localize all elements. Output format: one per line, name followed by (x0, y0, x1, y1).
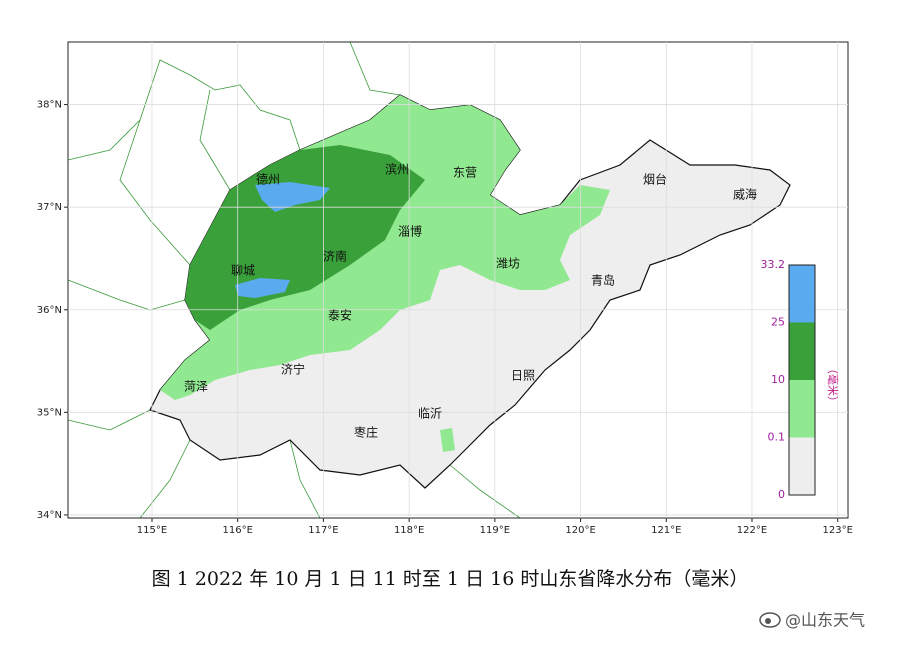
lat-label: 35°N (37, 407, 62, 418)
city-label: 枣庄 (354, 425, 378, 440)
city-label: 青岛 (591, 273, 615, 288)
legend: 33.2 25 10 0.1 0 （毫米） (761, 258, 841, 501)
legend-swatch (789, 322, 815, 380)
rain-heavy (255, 182, 330, 212)
lat-label: 37°N (37, 202, 62, 213)
lon-label: 121°E (651, 525, 681, 536)
lon-label: 117°E (308, 525, 338, 536)
neighbor-borders (67, 41, 521, 519)
legend-swatch (789, 437, 815, 495)
legend-tick-label: 33.2 (761, 258, 786, 271)
legend-tick-label: 0.1 (768, 431, 786, 444)
legend-tick-label: 10 (771, 373, 785, 386)
city-label: 德州 (256, 172, 280, 187)
rain-light (440, 428, 455, 452)
lon-label: 123°E (823, 525, 853, 536)
lon-label: 115°E (137, 525, 167, 536)
city-label: 淄博 (398, 224, 422, 239)
lon-label: 122°E (737, 525, 767, 536)
weibo-icon (759, 612, 781, 628)
city-label: 聊城 (231, 264, 255, 278)
lon-label: 116°E (223, 525, 253, 536)
lat-label: 34°N (37, 510, 62, 521)
city-label: 济宁 (281, 362, 305, 377)
legend-tick-label: 0 (778, 488, 785, 501)
rain-heavy (235, 278, 290, 298)
legend-title: （毫米） (826, 363, 840, 407)
legend-frame (788, 264, 816, 496)
caption: 图 1 2022 年 10 月 1 日 11 时至 1 日 16 时山东省降水分… (152, 568, 749, 590)
graticule: 38°N 37°N 36°N 35°N 34°N 115°E 116°E 117°E 118°E… (37, 42, 853, 536)
legend-swatch (789, 265, 815, 323)
watermark: @山东天气 (785, 611, 865, 630)
city-label: 日照 (511, 369, 535, 383)
lon-label: 120°E (565, 525, 595, 536)
city-label: 烟台 (643, 172, 667, 187)
city-label: 东营 (453, 166, 477, 180)
lon-label: 118°E (394, 525, 424, 536)
city-label: 威海 (733, 187, 757, 202)
city-label: 菏泽 (184, 380, 208, 394)
city-label: 济南 (323, 249, 347, 264)
city-label: 泰安 (328, 308, 352, 323)
map-frame (67, 41, 849, 519)
lon-label: 119°E (480, 525, 510, 536)
legend-swatch (789, 380, 815, 438)
lat-label: 36°N (37, 305, 62, 316)
city-label: 潍坊 (496, 256, 520, 271)
city-label: 滨州 (385, 162, 409, 177)
lat-label: 38°N (37, 100, 62, 111)
city-label: 临沂 (418, 407, 442, 421)
legend-tick-label: 25 (771, 316, 785, 329)
